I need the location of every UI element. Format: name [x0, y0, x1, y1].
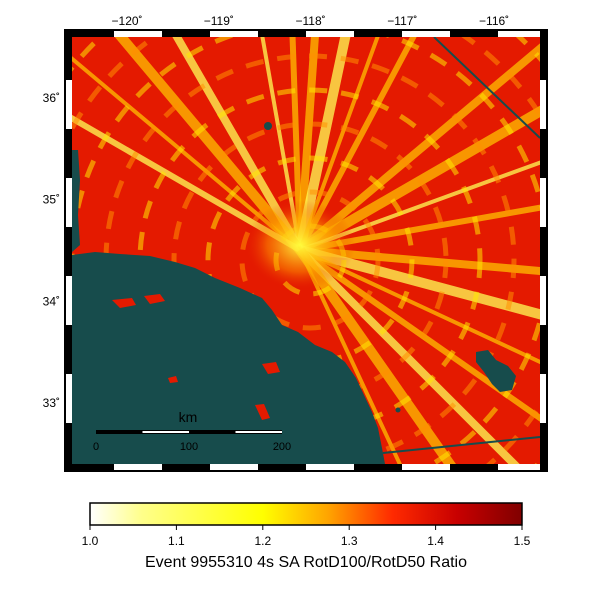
scale-bar-title: km — [179, 409, 198, 425]
longitude-tick-labels: −120˚ −119˚ −118˚ −117˚ −116˚ — [112, 14, 510, 28]
colorbar-gradient — [89, 502, 523, 526]
colorbar-tick-label: 1.5 — [514, 534, 531, 548]
island-5 — [255, 404, 270, 420]
salton-sea — [476, 350, 516, 392]
latitude-tick-labels: 36˚ 35˚ 34˚ 33˚ — [43, 91, 60, 410]
island-3 — [168, 376, 178, 383]
lon-tick-label: −119˚ — [204, 14, 234, 28]
colorbar-tick-label: 1.1 — [168, 534, 185, 548]
ratio-hotspot — [245, 200, 355, 290]
ocean-area — [72, 252, 385, 464]
scale-bar-tick-label: 200 — [273, 441, 291, 453]
lon-tick-label: −120˚ — [112, 14, 143, 28]
colorbar: 1.0 1.1 1.2 1.3 1.4 1.5 Event 9955310 4s SA R… — [82, 502, 531, 571]
frame-checker-border — [66, 31, 546, 472]
lat-tick-label: 35˚ — [43, 193, 60, 207]
colorbar-title: Event 9955310 4s SA RotD100/RotD50 Ratio — [145, 554, 467, 571]
island-1 — [112, 298, 136, 308]
colorbar-ticks: 1.0 1.1 1.2 1.3 1.4 1.5 — [82, 525, 531, 548]
scale-bar-ticks: 0 100 200 — [93, 441, 291, 453]
nevada-border-line — [433, 37, 540, 139]
lake-north — [264, 122, 272, 130]
lat-tick-label: 34˚ — [43, 294, 60, 308]
colorbar-tick-label: 1.4 — [427, 534, 444, 548]
lon-tick-label: −116˚ — [479, 14, 509, 28]
lon-tick-label: −117˚ — [387, 14, 417, 28]
scale-bar-tick-label: 0 — [93, 441, 99, 453]
lake-south — [395, 407, 401, 413]
island-2 — [144, 294, 165, 304]
lon-tick-label: −118˚ — [296, 14, 326, 28]
scale-bar-tick-label: 100 — [180, 441, 198, 453]
mexico-border-line — [382, 436, 540, 454]
colorbar-tick-label: 1.0 — [82, 534, 99, 548]
colorbar-tick-label: 1.3 — [341, 534, 358, 548]
lat-tick-label: 36˚ — [43, 91, 60, 105]
island-4 — [262, 362, 280, 374]
ocean-strip-west — [72, 150, 80, 252]
lat-tick-label: 33˚ — [43, 396, 60, 410]
scale-bar: km 0 100 200 — [93, 409, 291, 453]
colorbar-tick-label: 1.2 — [254, 534, 271, 548]
